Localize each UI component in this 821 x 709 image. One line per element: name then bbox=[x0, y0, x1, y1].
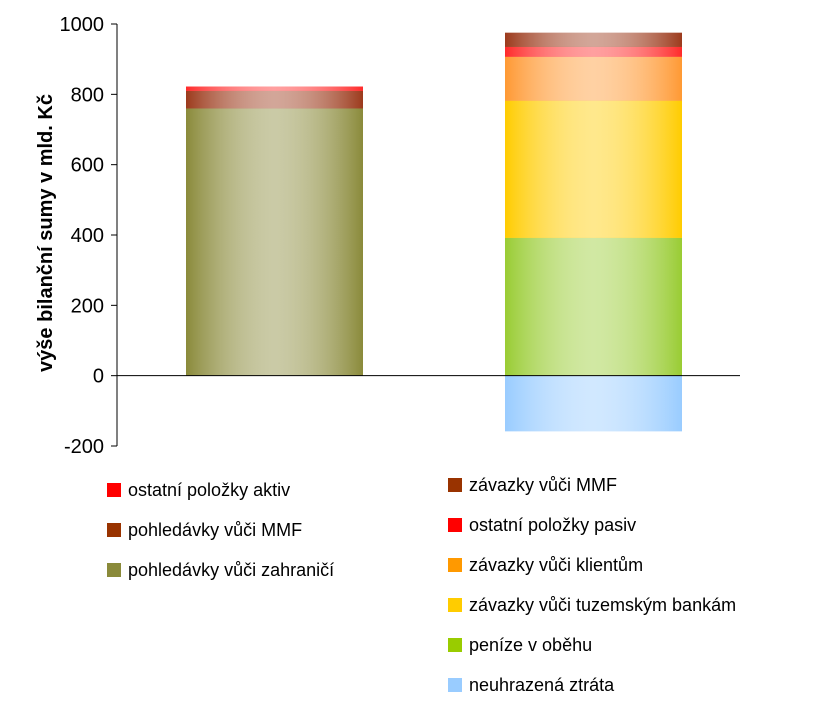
legend-label: pohledávky vůči zahraničí bbox=[128, 560, 334, 580]
bar-segment-highlight bbox=[186, 108, 363, 376]
y-tick-label: -200 bbox=[64, 436, 104, 458]
legend-swatch bbox=[107, 563, 121, 577]
y-tick-label: 0 bbox=[93, 366, 104, 388]
legend-label: závazky vůči MMF bbox=[469, 475, 617, 495]
legend-label: pohledávky vůči MMF bbox=[128, 520, 302, 540]
legend-swatch bbox=[448, 558, 462, 572]
bar-segment-highlight bbox=[505, 237, 682, 376]
legend-swatch bbox=[448, 638, 462, 652]
legend-swatch bbox=[448, 478, 462, 492]
legend-label: ostatní položky aktiv bbox=[128, 480, 290, 500]
legend-label: závazky vůči tuzemským bankám bbox=[469, 595, 736, 615]
bar-segment-highlight bbox=[186, 86, 363, 91]
y-tick-label: 800 bbox=[71, 84, 104, 106]
bar-segment-highlight bbox=[505, 375, 682, 432]
legend: ostatní položky aktiv pohledávky vůči MMF… bbox=[107, 475, 736, 695]
legend-label: závazky vůči klientům bbox=[469, 555, 643, 575]
legend-swatch bbox=[107, 523, 121, 537]
legend-swatch bbox=[448, 518, 462, 532]
legend-swatch bbox=[107, 483, 121, 497]
y-axis-title: výše bilanční sumy v mld. Kč bbox=[35, 94, 57, 372]
bar-segment-highlight bbox=[505, 32, 682, 47]
y-axis-ticks: 1000 800 600 400 200 0 -200 bbox=[60, 14, 117, 458]
y-tick-label: 400 bbox=[71, 225, 104, 247]
y-tick-label: 1000 bbox=[60, 14, 105, 36]
bar-segment-highlight bbox=[186, 90, 363, 109]
y-tick-label: 600 bbox=[71, 155, 104, 177]
legend-label: ostatní položky pasiv bbox=[469, 515, 636, 535]
legend-swatch bbox=[448, 678, 462, 692]
bar-segment-highlight bbox=[505, 56, 682, 101]
y-tick-label: 200 bbox=[71, 295, 104, 317]
legend-swatch bbox=[448, 598, 462, 612]
bar-segment-highlight bbox=[505, 46, 682, 57]
plot-area bbox=[186, 32, 682, 432]
legend-label: neuhrazená ztráta bbox=[469, 675, 615, 695]
bar-segment-highlight bbox=[505, 100, 682, 238]
legend-label: peníze v oběhu bbox=[469, 635, 592, 655]
